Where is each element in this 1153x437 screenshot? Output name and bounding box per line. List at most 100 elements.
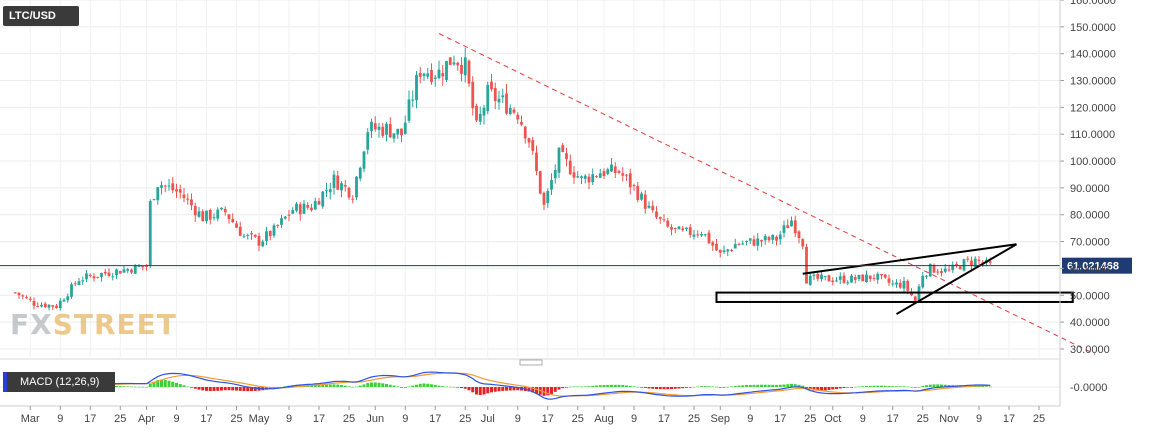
macd-histogram-bar [568, 386, 572, 388]
current-price-tag [1062, 257, 1132, 274]
candle-body [347, 187, 351, 198]
x-tick-label: 25 [917, 413, 929, 425]
x-tick-label: 17 [887, 413, 899, 425]
candle-body [246, 234, 250, 236]
candle-body [433, 77, 437, 79]
candle-body [460, 64, 463, 74]
macd-histogram-bar [553, 387, 557, 392]
macd-histogram-bar [677, 387, 681, 389]
y-tick-label: 80.0000 [1070, 210, 1110, 222]
macd-histogram-bar [943, 384, 947, 387]
macd-histogram-bar [857, 386, 861, 388]
macd-histogram-bar [898, 386, 902, 387]
macd-histogram-bar [126, 386, 130, 388]
macd-histogram-bar [445, 386, 448, 388]
candle-body [223, 208, 227, 213]
candle-body [643, 194, 647, 209]
macd-y-tick: -0.0000 [1070, 382, 1107, 394]
candle-body [940, 271, 943, 273]
candle-body [962, 259, 966, 271]
candle-body [565, 153, 568, 160]
macd-histogram-bar [673, 387, 677, 389]
candle-body [137, 265, 141, 267]
candle-body [812, 274, 816, 277]
candle-body [437, 69, 441, 79]
macd-histogram-bar [868, 385, 872, 387]
x-tick-label: 9 [860, 413, 866, 425]
panel-resize-handle[interactable] [519, 359, 543, 366]
macd-histogram-bar [763, 384, 767, 387]
candle-body [730, 249, 733, 251]
candle-body [13, 292, 17, 294]
macd-histogram-bar [846, 387, 850, 388]
macd-histogram-bar [407, 386, 411, 388]
candle-body [343, 185, 347, 187]
macd-histogram-bar [726, 386, 730, 388]
macd-histogram-bar [643, 387, 647, 388]
candle-body [538, 171, 542, 194]
candle-body [508, 107, 512, 114]
candles [13, 47, 992, 311]
macd-histogram-bar [145, 386, 148, 388]
fxstreet-watermark: FXSTREET [10, 308, 177, 341]
macd-histogram-bar [700, 386, 703, 387]
macd-histogram-bar [152, 381, 156, 387]
macd-histogram-bar [741, 385, 745, 387]
candle-body [325, 189, 328, 191]
candle-body [925, 275, 928, 277]
macd-histogram-bar [227, 387, 231, 391]
macd-histogram-bar [703, 386, 707, 387]
candle-body [358, 167, 362, 179]
macd-histogram-bar [452, 386, 456, 388]
candle-body [272, 225, 276, 236]
macd-histogram-bar [250, 387, 253, 392]
x-tick-label: 17 [774, 413, 786, 425]
candle-body [178, 189, 182, 193]
wedge-trendline [802, 243, 1017, 275]
macd-histogram-bar [193, 387, 197, 389]
macd-histogram-bar [493, 387, 497, 392]
macd-histogram-bar [531, 387, 535, 393]
candle-body [598, 173, 602, 178]
candle-body [220, 207, 223, 210]
candle-body [298, 204, 302, 215]
candle-body [268, 231, 272, 237]
candle-body [445, 61, 448, 80]
macd-histogram-bar [861, 386, 865, 387]
candle-body [70, 284, 73, 297]
candle-body [666, 220, 670, 227]
macd-histogram-bar [167, 380, 171, 387]
candle-body [47, 304, 51, 308]
x-tick-label: 25 [688, 413, 700, 425]
macd-histogram-bar [501, 387, 505, 391]
candle-body [617, 170, 621, 173]
candle-body [857, 274, 861, 279]
candle-body [302, 203, 306, 214]
candle-body [471, 81, 475, 109]
candle-body [190, 199, 193, 206]
candle-body [928, 263, 932, 277]
candle-body [205, 210, 208, 222]
macd-histogram-bar [771, 384, 775, 387]
macd-histogram-bar [355, 386, 358, 388]
candle-body [362, 151, 366, 169]
candle-body [238, 226, 242, 236]
candle-body [415, 75, 418, 101]
x-tick-label: 17 [658, 413, 670, 425]
macd-histogram-bar [171, 381, 175, 387]
macd-histogram-bar [805, 387, 808, 389]
macd-histogram-bar [595, 385, 598, 387]
macd-histogram-bar [580, 386, 583, 388]
macd-histogram-bar [381, 383, 385, 387]
macd-histogram-bar [733, 385, 737, 387]
candle-body [122, 269, 126, 273]
x-tick-label: 17 [313, 413, 325, 425]
macd-histogram-bar [790, 383, 793, 387]
macd-histogram-bar [231, 387, 235, 391]
candle-body [707, 232, 711, 244]
macd-histogram-bar [801, 385, 805, 387]
candle-body [25, 297, 28, 299]
macd-histogram-bar [437, 385, 441, 387]
macd-histogram-bar [160, 379, 163, 387]
